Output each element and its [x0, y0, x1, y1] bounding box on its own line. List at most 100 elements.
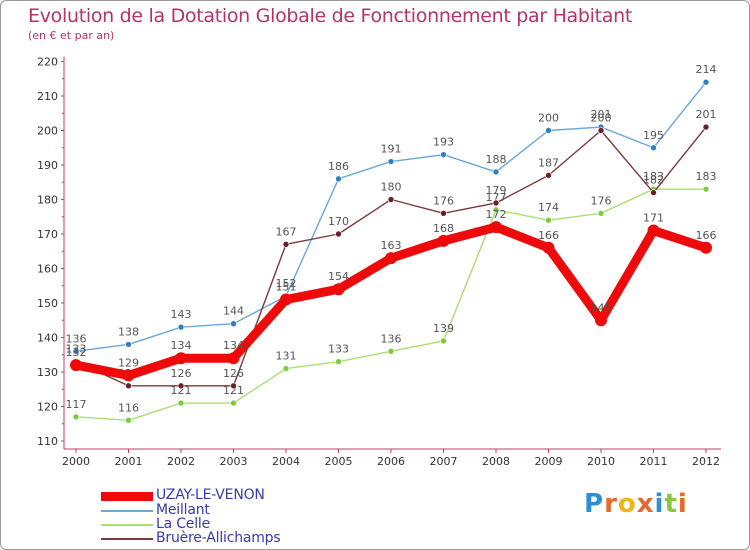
data-label-meillant: 186 [328, 160, 349, 173]
data-label-bru-re-allichamps: 182 [643, 174, 664, 187]
data-point-bru-re-allichamps [230, 382, 237, 390]
data-point-bru-re-allichamps [650, 189, 657, 196]
data-label-bru-re-allichamps: 179 [486, 184, 507, 197]
data-point-la-celle [177, 399, 185, 407]
chart-subtitle: (en € et par an) [28, 29, 115, 42]
y-tick-label: 160 [37, 263, 58, 276]
data-point-uzay-le-venon [595, 314, 607, 327]
data-point-meillant [492, 168, 500, 176]
data-label-uzay-le-venon: 151 [276, 281, 297, 294]
legend-swatch-uzay [101, 492, 153, 501]
data-label-la-celle: 139 [433, 322, 454, 335]
data-point-meillant [650, 144, 657, 152]
data-point-meillant [702, 78, 710, 86]
data-point-bru-re-allichamps [335, 230, 342, 238]
x-tick-label: 2009 [535, 455, 563, 468]
x-tick-label: 2012 [692, 455, 720, 468]
data-label-bru-re-allichamps: 126 [223, 367, 244, 380]
data-label-la-celle: 183 [696, 170, 717, 183]
data-point-uzay-le-venon [490, 221, 502, 234]
data-label-uzay-le-venon: 172 [486, 208, 507, 221]
data-label-meillant: 191 [381, 143, 402, 156]
data-label-uzay-le-venon: 132 [66, 346, 87, 359]
data-point-meillant [72, 347, 80, 355]
data-point-uzay-le-venon [175, 352, 187, 365]
x-tick-label: 2003 [220, 455, 248, 468]
y-tick-label: 190 [37, 159, 58, 172]
data-point-la-celle [545, 216, 552, 224]
data-point-bru-re-allichamps [125, 382, 132, 390]
data-label-uzay-le-venon: 129 [118, 356, 139, 369]
data-label-meillant: 214 [696, 63, 717, 76]
data-point-uzay-le-venon [227, 352, 240, 365]
data-point-meillant [440, 151, 447, 158]
logo-letter: i [654, 489, 665, 519]
data-point-uzay-le-venon [332, 283, 345, 296]
data-label-meillant: 144 [223, 305, 244, 318]
data-label-uzay-le-venon: 168 [433, 222, 454, 235]
data-point-la-celle [440, 337, 447, 345]
data-point-meillant [125, 341, 132, 348]
data-label-meillant: 195 [643, 129, 664, 142]
data-label-la-celle: 133 [328, 343, 349, 356]
data-point-bru-re-allichamps [282, 241, 290, 248]
legend-label-la-celle: La Celle [156, 516, 211, 532]
data-label-meillant: 188 [486, 153, 507, 166]
data-point-la-celle [72, 413, 80, 421]
data-label-bru-re-allichamps: 126 [171, 367, 192, 380]
data-label-bru-re-allichamps: 176 [433, 194, 454, 207]
legend-swatch-la-celle [101, 524, 153, 526]
x-tick-label: 2007 [430, 455, 458, 468]
data-label-bru-re-allichamps: 187 [538, 156, 559, 169]
data-label-meillant: 143 [171, 308, 192, 321]
logo-letter: o [617, 489, 637, 519]
data-point-bru-re-allichamps [545, 172, 552, 179]
data-point-la-celle [597, 210, 605, 217]
legend-label-meillant: Meillant [156, 502, 210, 518]
data-label-uzay-le-venon: 163 [381, 239, 402, 252]
data-label-bru-re-allichamps: 133 [66, 343, 87, 356]
x-tick-label: 2004 [272, 455, 300, 468]
data-label-la-celle: 117 [66, 398, 87, 411]
logo-letter: i [677, 489, 688, 519]
logo-letter: P [584, 489, 605, 519]
data-label-la-celle: 121 [223, 384, 244, 397]
data-point-uzay-le-venon [437, 234, 450, 247]
y-tick-label: 180 [37, 194, 58, 207]
data-label-uzay-le-venon: 154 [328, 270, 349, 283]
data-label-la-celle: 176 [591, 194, 612, 207]
x-tick-label: 2006 [377, 455, 405, 468]
logo-letter: r [604, 489, 618, 519]
data-label-la-celle: 174 [538, 201, 559, 214]
data-label-bru-re-allichamps: 170 [328, 215, 349, 228]
legend-swatch-bruere [101, 538, 153, 540]
x-tick-label: 2011 [640, 455, 668, 468]
data-label-la-celle: 136 [381, 332, 402, 345]
y-tick-label: 200 [37, 125, 58, 138]
data-point-uzay-le-venon [280, 293, 292, 306]
data-label-bru-re-allichamps: 167 [276, 225, 297, 238]
data-label-uzay-le-venon: 134 [171, 339, 192, 352]
legend-label-bruere: Bruère-Allichamps [156, 530, 281, 546]
data-point-uzay-le-venon [122, 369, 135, 382]
data-point-meillant [545, 127, 552, 134]
legend-swatch-meillant [101, 510, 153, 512]
x-tick-label: 2002 [167, 455, 195, 468]
x-tick-label: 2008 [482, 455, 510, 468]
x-tick-label: 2000 [62, 455, 90, 468]
data-point-meillant [387, 158, 395, 165]
data-label-bru-re-allichamps: 180 [381, 181, 402, 194]
data-point-uzay-le-venon [542, 241, 555, 254]
data-label-bru-re-allichamps: 200 [591, 112, 612, 125]
data-point-bru-re-allichamps [387, 196, 395, 203]
chart-title: Evolution de la Dotation Globale de Fonc… [28, 5, 633, 27]
y-tick-label: 130 [37, 366, 58, 379]
data-label-meillant: 136 [66, 332, 87, 345]
data-point-bru-re-allichamps [177, 382, 185, 390]
data-label-la-celle: 116 [118, 401, 139, 414]
data-point-bru-re-allichamps [702, 123, 710, 131]
data-label-uzay-le-venon: 171 [643, 212, 664, 225]
data-point-meillant [335, 175, 342, 183]
data-label-la-celle: 121 [171, 384, 192, 397]
